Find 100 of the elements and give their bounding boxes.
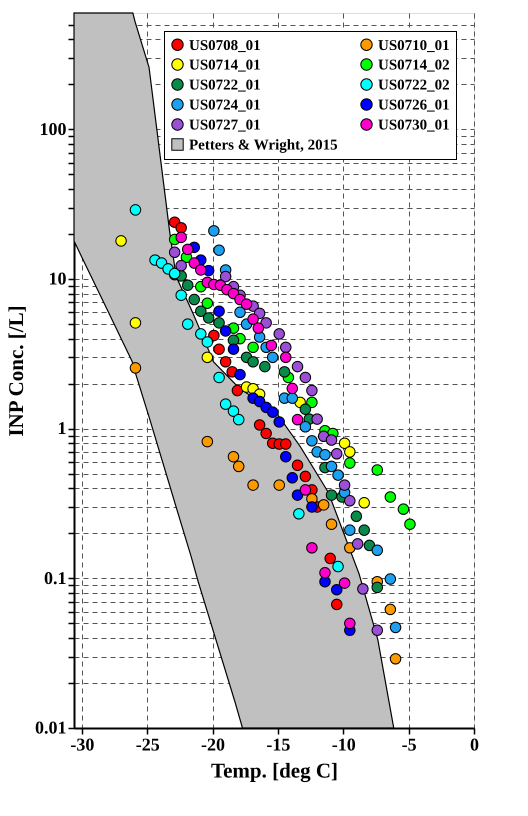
point (195, 305, 207, 317)
point (384, 604, 396, 616)
point (175, 260, 187, 272)
point (352, 538, 364, 550)
point (195, 264, 207, 276)
point (266, 352, 278, 364)
point (213, 372, 225, 384)
point (202, 297, 214, 309)
point (232, 460, 244, 472)
x-tick-label: -30 (70, 734, 94, 754)
point (344, 618, 356, 630)
point (182, 279, 194, 291)
point (344, 524, 356, 536)
point (292, 489, 304, 501)
point (220, 270, 232, 282)
point (331, 598, 342, 610)
point (338, 577, 350, 589)
point (300, 470, 312, 482)
point (292, 414, 304, 426)
point (280, 342, 292, 354)
point (202, 352, 214, 364)
point (292, 460, 304, 471)
y-tick-label: 10 (48, 268, 66, 289)
point (252, 322, 264, 334)
point (273, 416, 285, 428)
point (188, 257, 200, 269)
point (202, 336, 214, 348)
point (213, 244, 225, 256)
point (175, 232, 187, 244)
point (195, 328, 207, 340)
point (182, 318, 194, 330)
point (364, 540, 376, 552)
point (175, 222, 187, 234)
point (260, 428, 272, 440)
point (350, 510, 362, 522)
point (372, 624, 384, 636)
point (232, 414, 244, 426)
point (390, 653, 402, 665)
point (344, 457, 356, 469)
point (280, 450, 292, 462)
point (306, 501, 318, 513)
point (278, 366, 290, 378)
point (220, 356, 232, 368)
legend-label: US0727_01 (189, 118, 261, 134)
point (266, 406, 278, 418)
x-tick-label: -10 (332, 734, 356, 754)
point (326, 518, 338, 530)
point (280, 352, 292, 364)
legend-label: US0710_01 (378, 38, 450, 54)
point (306, 435, 318, 447)
point (232, 384, 244, 396)
point (266, 340, 278, 352)
point (300, 372, 312, 384)
point (115, 235, 127, 247)
point (338, 437, 350, 449)
point (293, 508, 305, 520)
legend-label: US0714_01 (189, 58, 261, 74)
point (390, 622, 402, 634)
point (182, 244, 194, 256)
point (332, 469, 344, 481)
point (260, 317, 272, 329)
point (384, 573, 396, 585)
legend-label: US0708_01 (189, 38, 261, 54)
point (188, 294, 200, 306)
point (300, 403, 312, 415)
point (247, 342, 259, 354)
point (319, 449, 331, 460)
point (404, 518, 416, 530)
point (228, 343, 240, 355)
y-tick-label: 1 (58, 418, 66, 438)
point (306, 542, 318, 554)
point (300, 484, 312, 496)
x-tick-label: -5 (402, 734, 417, 754)
point (332, 560, 344, 572)
point (240, 298, 252, 310)
x-tick-label: -20 (201, 734, 226, 754)
point (344, 446, 356, 458)
point (358, 524, 370, 536)
point (228, 405, 240, 417)
point (300, 421, 312, 433)
y-tick-label: 100 (40, 118, 66, 139)
point (326, 489, 338, 501)
point (208, 225, 220, 237)
point (168, 246, 180, 258)
point (202, 312, 214, 324)
point (319, 567, 331, 578)
point (286, 472, 298, 484)
legend-label: US0722_01 (189, 78, 261, 94)
point (247, 479, 259, 491)
point (234, 368, 246, 380)
point (213, 343, 225, 355)
point (324, 552, 336, 564)
y-tick-label: 0.1 (44, 568, 66, 588)
point (259, 360, 271, 372)
point (326, 460, 338, 472)
point (273, 328, 285, 340)
x-tick-label: -15 (266, 734, 290, 754)
legend-label: Petters & Wright, 2015 (189, 138, 338, 154)
point (286, 382, 298, 394)
point (130, 204, 142, 216)
